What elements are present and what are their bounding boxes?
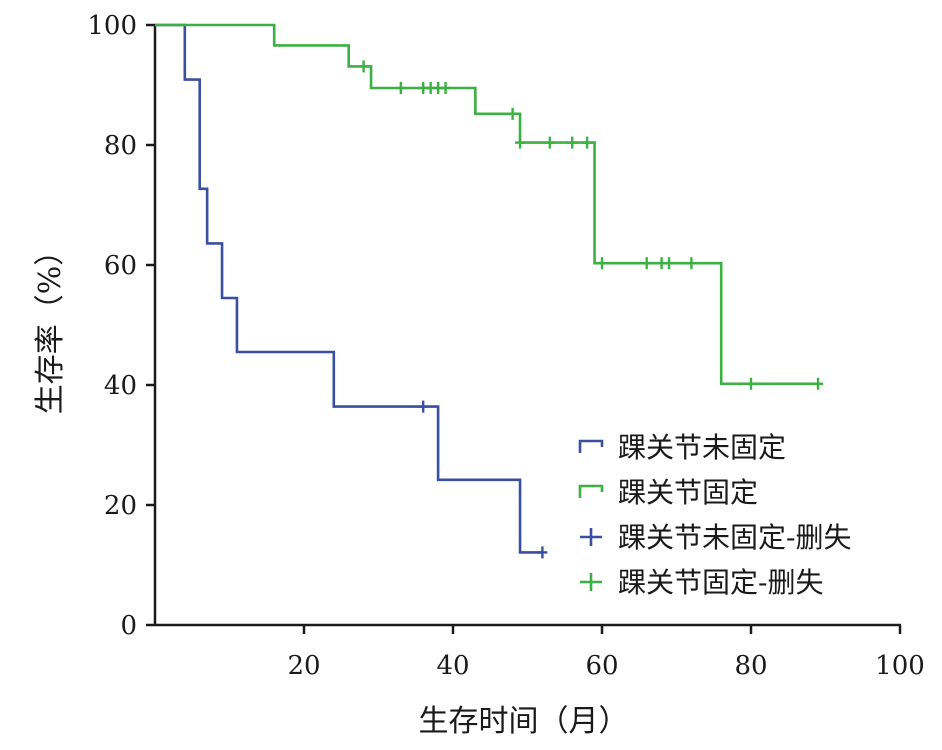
- y-tick-label: 20: [104, 491, 137, 521]
- axes: [153, 24, 901, 627]
- survival-step-line: [155, 23, 543, 554]
- x-tick-label: 20: [287, 651, 320, 681]
- legend-label: 踝关节未固定: [618, 431, 786, 464]
- y-tick-label: 40: [104, 371, 137, 401]
- x-tick-label: 40: [436, 651, 469, 681]
- ticks: 0 20 40 60 80 100 20 40 60 80 100: [87, 11, 924, 681]
- legend-swatch: [578, 484, 604, 498]
- x-tick-label: 100: [875, 651, 925, 681]
- series: [155, 23, 819, 554]
- censor-marks: [358, 60, 824, 559]
- survival-step-line: [155, 23, 819, 386]
- y-tick-label: 60: [104, 251, 137, 281]
- x-axis-title: 生存时间（月）: [419, 704, 629, 739]
- legend-swatch: [578, 439, 604, 453]
- y-axis-title: 生存率（%）: [33, 236, 68, 415]
- legend-label: 踝关节固定-删失: [618, 566, 823, 599]
- x-tick-label: 60: [585, 651, 618, 681]
- legend-label: 踝关节未固定-删失: [618, 521, 851, 554]
- y-tick-label: 100: [87, 11, 137, 41]
- legend-label: 踝关节固定: [618, 476, 758, 509]
- y-tick-label: 80: [104, 131, 137, 161]
- x-tick-label: 80: [734, 651, 767, 681]
- y-tick-label: 0: [120, 611, 137, 641]
